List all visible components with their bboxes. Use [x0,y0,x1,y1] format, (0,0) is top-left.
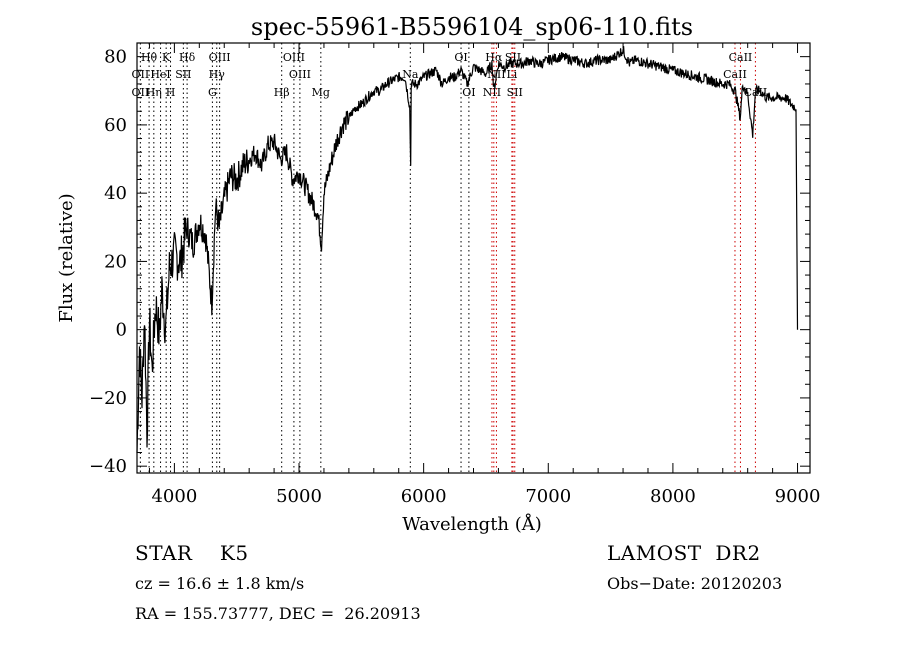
line-label: Hγ [209,68,226,81]
y-axis: −40 −20 0 20 40 60 80 [89,47,810,477]
line-label: K [162,51,171,64]
line-label: OII [132,68,150,81]
y-axis-label: Flux (relative) [56,193,77,322]
x-tick-label: 8000 [650,486,696,507]
y-tick-label: −20 [89,388,127,409]
line-label: NII [483,86,501,99]
line-label: CaII [723,68,747,81]
x-tick-label: 9000 [775,486,821,507]
line-label: OII [132,86,150,99]
plot-frame [136,42,811,474]
line-label: Mg [312,86,330,99]
line-label: CaII [729,51,753,64]
line-label: Hα [485,51,503,64]
survey-name: LAMOST DR2 [607,541,761,565]
line-label: Hδ [179,51,196,64]
y-tick-label: 20 [104,251,127,272]
x-axis-label: Wavelength (Å) [402,513,542,535]
line-label: SII [507,86,523,99]
spectrum-line [136,46,799,454]
line-labels: Hθ K Hδ OIII OIII OI Hα SII CaII OII HeI SII Hγ OIII N… [132,51,768,99]
x-tick-label: 5000 [276,486,322,507]
line-label: H [166,86,176,99]
x-tick-label: 6000 [401,486,447,507]
line-label: OI [454,51,467,64]
line-label: G [208,86,217,99]
line-label: Hη [146,86,162,99]
y-tick-label: 0 [116,320,127,341]
x-tick-label: 7000 [525,486,571,507]
observation-date: Obs−Date: 20120203 [607,574,783,593]
line-label: OI [462,86,475,99]
chart-title: spec-55961-B5596104_sp06-110.fits [251,13,693,41]
line-markers [139,43,756,473]
y-tick-label: 60 [104,115,127,136]
line-label: Hβ [274,86,290,99]
y-tick-label: −40 [89,456,127,477]
line-label: OIII [209,51,231,64]
line-label: SII [175,68,191,81]
redshift-velocity: cz = 16.6 ± 1.8 km/s [135,574,305,593]
line-label: HeI [150,68,170,81]
line-label: Li [506,68,517,81]
sky-coordinates: RA = 155.73777, DEC = 26.20913 [135,604,421,623]
line-label: OIII [289,68,311,81]
y-tick-label: 40 [104,183,127,204]
line-label: Hθ [141,51,158,64]
x-axis: 4000 5000 6000 7000 8000 9000 [148,43,821,507]
line-label: Na [402,68,419,81]
line-label: OIII [283,51,305,64]
object-class: STAR K5 [135,541,249,565]
x-tick-label: 4000 [151,486,197,507]
y-tick-label: 80 [104,47,127,68]
